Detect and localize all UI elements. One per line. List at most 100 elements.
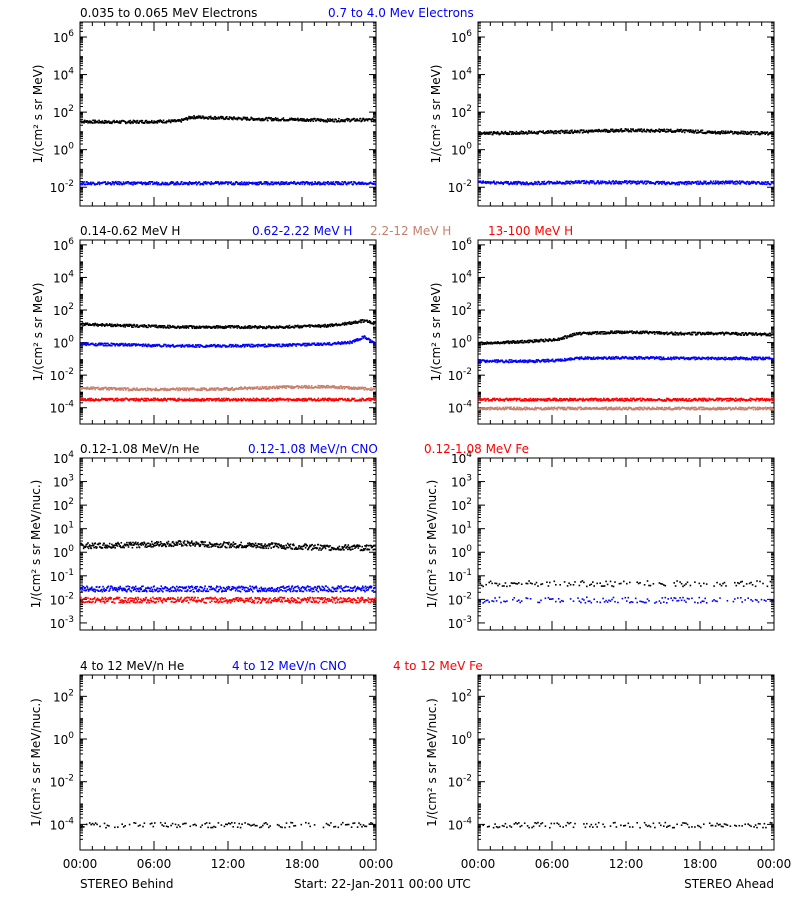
data-point bbox=[209, 389, 211, 391]
data-point bbox=[709, 132, 711, 134]
data-point bbox=[738, 180, 741, 182]
data-point bbox=[306, 387, 308, 389]
data-point bbox=[142, 398, 144, 400]
data-point bbox=[141, 387, 143, 390]
data-point bbox=[279, 183, 281, 186]
y-tick-label: 102 bbox=[451, 104, 472, 120]
data-point bbox=[347, 399, 350, 402]
data-point bbox=[259, 387, 262, 389]
data-point bbox=[700, 129, 703, 132]
data-point bbox=[374, 321, 376, 324]
data-point bbox=[145, 182, 148, 184]
data-point bbox=[304, 119, 307, 122]
data-point bbox=[358, 183, 361, 185]
data-point bbox=[591, 182, 593, 184]
data-point bbox=[364, 119, 366, 122]
data-point bbox=[123, 324, 126, 327]
data-point bbox=[157, 120, 160, 123]
data-point bbox=[285, 182, 287, 184]
data-point bbox=[582, 129, 585, 131]
data-point bbox=[210, 327, 212, 329]
data-point bbox=[146, 121, 148, 124]
data-point bbox=[608, 131, 610, 133]
data-point bbox=[616, 130, 619, 132]
data-point bbox=[154, 397, 156, 400]
data-point bbox=[140, 181, 143, 183]
data-point bbox=[760, 131, 763, 133]
data-point bbox=[294, 117, 296, 120]
data-point bbox=[771, 131, 773, 134]
data-point bbox=[97, 398, 100, 401]
data-point bbox=[282, 345, 284, 347]
data-point bbox=[478, 132, 481, 134]
data-point bbox=[184, 400, 187, 402]
data-point bbox=[186, 119, 189, 121]
data-point bbox=[91, 399, 93, 402]
data-point bbox=[107, 388, 109, 390]
data-point bbox=[620, 129, 622, 132]
data-point bbox=[193, 115, 195, 117]
data-point bbox=[189, 387, 191, 390]
data-point bbox=[229, 182, 232, 185]
data-point bbox=[491, 133, 494, 136]
data-point bbox=[757, 133, 759, 136]
data-point bbox=[591, 129, 594, 132]
data-point bbox=[80, 120, 83, 123]
data-point bbox=[532, 183, 534, 186]
data-point bbox=[329, 120, 332, 122]
data-point bbox=[197, 399, 199, 402]
data-point bbox=[708, 181, 710, 184]
data-point bbox=[229, 344, 232, 346]
data-point bbox=[343, 386, 345, 388]
data-point bbox=[312, 118, 314, 120]
data-point bbox=[232, 389, 235, 391]
data-point bbox=[573, 131, 576, 134]
data-point bbox=[370, 341, 372, 344]
data-point bbox=[323, 343, 325, 345]
data-point bbox=[268, 343, 271, 346]
data-point bbox=[252, 397, 255, 400]
data-point bbox=[270, 181, 273, 184]
data-point bbox=[155, 387, 158, 390]
data-point bbox=[197, 117, 200, 119]
data-point bbox=[274, 387, 277, 389]
data-point bbox=[121, 343, 124, 346]
data-point bbox=[249, 388, 252, 390]
data-point bbox=[134, 121, 137, 123]
data-point bbox=[222, 387, 225, 390]
data-point bbox=[178, 397, 180, 400]
data-point bbox=[730, 182, 732, 184]
data-point bbox=[182, 119, 185, 121]
data-point bbox=[115, 180, 117, 183]
y-tick-exponent: 6 bbox=[68, 237, 74, 247]
data-point bbox=[262, 327, 265, 329]
data-point bbox=[257, 345, 259, 348]
data-point bbox=[242, 399, 244, 402]
data-point bbox=[483, 131, 486, 133]
data-point bbox=[188, 181, 191, 183]
data-point bbox=[338, 397, 341, 400]
y-tick-base: 10 bbox=[451, 106, 466, 120]
data-point bbox=[590, 130, 593, 133]
data-point bbox=[706, 130, 709, 133]
data-point bbox=[481, 182, 483, 184]
data-point bbox=[192, 344, 194, 346]
data-point bbox=[511, 182, 513, 184]
data-point bbox=[375, 324, 376, 326]
data-point bbox=[222, 116, 224, 118]
data-point bbox=[745, 132, 747, 134]
data-point bbox=[542, 182, 545, 184]
data-point bbox=[340, 341, 343, 343]
data-point bbox=[127, 181, 130, 183]
data-point bbox=[511, 183, 514, 185]
data-point bbox=[102, 388, 105, 390]
data-point bbox=[90, 397, 93, 400]
data-point bbox=[284, 183, 286, 185]
data-point bbox=[303, 398, 305, 401]
data-point bbox=[245, 326, 248, 329]
data-point bbox=[630, 182, 632, 185]
data-point bbox=[354, 339, 356, 341]
data-point bbox=[178, 387, 181, 389]
data-point bbox=[589, 181, 591, 184]
data-point bbox=[187, 387, 189, 390]
